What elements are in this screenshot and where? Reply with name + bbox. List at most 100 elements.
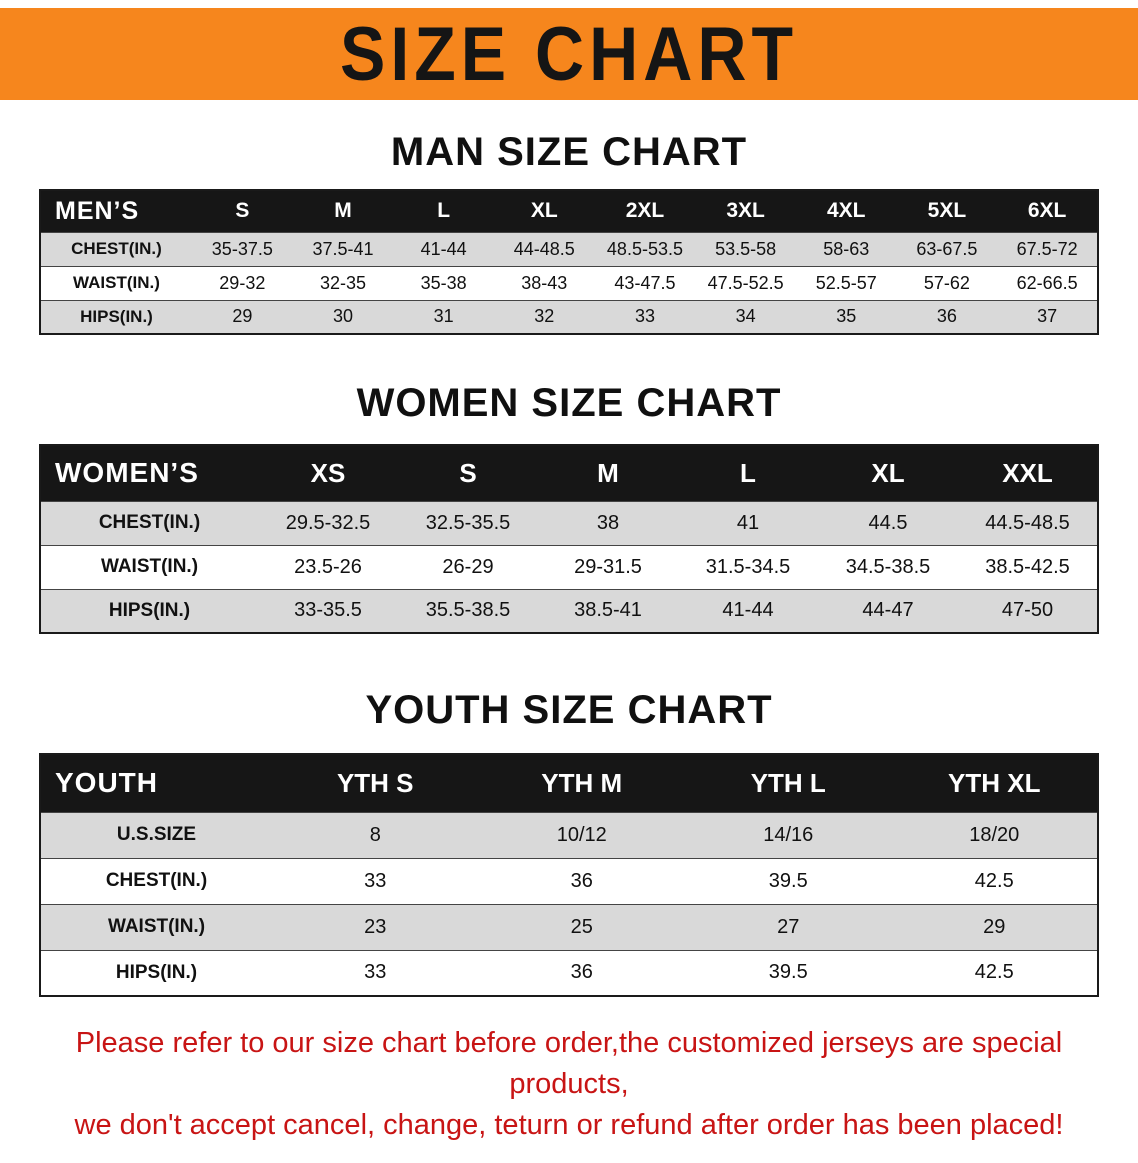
size-value-cell: 29-31.5 bbox=[574, 555, 642, 578]
column-header: M bbox=[334, 199, 352, 223]
size-value-cell: 67.5-72 bbox=[1016, 238, 1078, 259]
banner: SIZE CHART bbox=[0, 8, 1138, 100]
size-value-cell: 39.5 bbox=[768, 961, 808, 984]
row-label: HIPS(IN.) bbox=[115, 961, 198, 983]
size-value-cell: 23.5-26 bbox=[294, 555, 362, 578]
column-header: YTH M bbox=[541, 767, 623, 798]
size-value-cell: 34 bbox=[735, 306, 756, 327]
size-value-cell: 29 bbox=[232, 306, 253, 327]
row-label: WAIST(IN.) bbox=[100, 556, 199, 577]
size-value-cell: 52.5-57 bbox=[815, 272, 877, 293]
size-value-cell: 62-66.5 bbox=[1016, 272, 1078, 293]
disclaimer-line1: Please refer to our size chart before or… bbox=[75, 1027, 1063, 1101]
women-size-table: WOMEN’S XS S M L XL XXL CHEST(IN.) 29.5-32.5 32.5… bbox=[0, 444, 1138, 634]
size-table-grid: WOMEN’S XS S M L XL XXL CHEST(IN.) 29.5-32.5 32.5… bbox=[39, 444, 1099, 634]
table-row: WAIST(IN.) 23 25 27 29 bbox=[40, 904, 1098, 950]
column-header: 2XL bbox=[625, 199, 665, 223]
size-value-cell: 18/20 bbox=[969, 823, 1020, 846]
column-header: XXL bbox=[1002, 457, 1053, 488]
column-header: XS bbox=[310, 457, 346, 488]
youth-section-heading: YOUTH SIZE CHART bbox=[365, 688, 773, 732]
size-value-cell: 35-38 bbox=[420, 272, 467, 293]
table-row: HIPS(IN.) 33 36 39.5 42.5 bbox=[40, 950, 1098, 996]
table-header-row: MEN’S S M L XL 2XL 3XL 4XL 5XL 6XL bbox=[40, 190, 1098, 232]
table-row: HIPS(IN.) 29 30 31 32 33 34 35 36 37 bbox=[40, 300, 1098, 334]
table-row: WAIST(IN.) 29-32 32-35 35-38 38-43 43-47.5 47.… bbox=[40, 266, 1098, 300]
size-value-cell: 35-37.5 bbox=[211, 238, 273, 259]
size-value-cell: 38.5-41 bbox=[574, 599, 642, 622]
size-value-cell: 58-63 bbox=[823, 238, 870, 259]
size-value-cell: 31 bbox=[433, 306, 454, 327]
column-header: XL bbox=[530, 199, 558, 223]
column-header: L bbox=[740, 457, 756, 488]
row-label: HIPS(IN.) bbox=[108, 599, 191, 621]
size-value-cell: 33 bbox=[634, 306, 655, 327]
size-value-cell: 48.5-53.5 bbox=[606, 238, 683, 259]
women-size-section: WOMEN SIZE CHART WOMEN’S XS S M L XL XXL CHEST(… bbox=[0, 381, 1138, 634]
column-header: XL bbox=[871, 457, 905, 488]
size-value-cell: 35.5-38.5 bbox=[425, 599, 511, 622]
column-header: 6XL bbox=[1027, 199, 1067, 223]
table-header-row: WOMEN’S XS S M L XL XXL bbox=[40, 445, 1098, 501]
row-label: CHEST(IN.) bbox=[98, 512, 201, 533]
size-value-cell: 33-35.5 bbox=[294, 599, 362, 622]
size-value-cell: 44.5 bbox=[868, 511, 908, 534]
size-value-cell: 26-29 bbox=[442, 555, 494, 578]
size-value-cell: 31.5-34.5 bbox=[705, 555, 791, 578]
table-corner-label: YOUTH bbox=[55, 767, 158, 799]
column-header: L bbox=[437, 199, 451, 223]
column-header: YTH S bbox=[336, 767, 414, 798]
disclaimer-line2: we don't accept cancel, change, teturn o… bbox=[74, 1109, 1064, 1142]
row-label: CHEST(IN.) bbox=[105, 870, 208, 891]
size-value-cell: 32-35 bbox=[319, 272, 366, 293]
size-value-cell: 57-62 bbox=[923, 272, 970, 293]
youth-size-table: YOUTH YTH S YTH M YTH L YTH XL U.S.SIZE 8 10/12… bbox=[0, 753, 1138, 997]
size-value-cell: 14/16 bbox=[763, 823, 814, 846]
size-value-cell: 10/12 bbox=[556, 823, 607, 846]
size-value-cell: 43-47.5 bbox=[614, 272, 676, 293]
size-value-cell: 37 bbox=[1037, 306, 1058, 327]
column-header: 3XL bbox=[726, 199, 765, 223]
row-label: HIPS(IN.) bbox=[80, 306, 153, 326]
column-header: M bbox=[597, 457, 619, 488]
table-row: U.S.SIZE 8 10/12 14/16 18/20 bbox=[40, 812, 1098, 858]
size-value-cell: 44.5-48.5 bbox=[985, 511, 1070, 534]
size-value-cell: 47-50 bbox=[1001, 599, 1054, 622]
column-header: S bbox=[459, 457, 477, 488]
row-label: CHEST(IN.) bbox=[71, 239, 162, 258]
column-header: S bbox=[235, 199, 250, 223]
size-value-cell: 27 bbox=[777, 915, 800, 938]
row-label: U.S.SIZE bbox=[116, 824, 197, 845]
table-corner-label: MEN’S bbox=[55, 196, 140, 225]
size-value-cell: 42.5 bbox=[974, 869, 1014, 892]
size-value-cell: 38 bbox=[596, 511, 620, 534]
table-row: CHEST(IN.) 35-37.5 37.5-41 41-44 44-48.5 48.5… bbox=[40, 232, 1098, 266]
size-value-cell: 23 bbox=[364, 915, 387, 938]
disclaimer: Please refer to our size chart before or… bbox=[0, 1023, 1138, 1163]
size-value-cell: 38.5-42.5 bbox=[985, 555, 1070, 578]
size-value-cell: 39.5 bbox=[768, 869, 808, 892]
men-section-heading: MAN SIZE CHART bbox=[390, 130, 748, 174]
size-value-cell: 30 bbox=[332, 306, 353, 327]
size-value-cell: 32.5-35.5 bbox=[425, 511, 511, 534]
size-value-cell: 25 bbox=[570, 915, 593, 938]
size-value-cell: 29.5-32.5 bbox=[285, 511, 371, 534]
page-title: SIZE CHART bbox=[340, 11, 798, 97]
size-value-cell: 36 bbox=[570, 961, 593, 984]
size-value-cell: 38-43 bbox=[521, 272, 568, 293]
table-row: CHEST(IN.) 29.5-32.5 32.5-35.5 38 41 44.5 44.5… bbox=[40, 501, 1098, 545]
men-size-section: MAN SIZE CHART MEN’S S M L XL 2XL 3XL 4XL 5XL 6XL… bbox=[0, 130, 1138, 335]
row-label: WAIST(IN.) bbox=[73, 273, 160, 292]
size-value-cell: 53.5-58 bbox=[715, 238, 777, 259]
column-header: YTH XL bbox=[948, 767, 1041, 798]
column-header: 5XL bbox=[927, 199, 967, 223]
table-row: WAIST(IN.) 23.5-26 26-29 29-31.5 31.5-34.5 34… bbox=[40, 545, 1098, 589]
men-size-table: MEN’S S M L XL 2XL 3XL 4XL 5XL 6XL CHEST(IN.) 35-37… bbox=[0, 189, 1138, 335]
size-value-cell: 37.5-41 bbox=[312, 238, 374, 259]
size-value-cell: 29 bbox=[983, 915, 1006, 938]
size-table-grid: MEN’S S M L XL 2XL 3XL 4XL 5XL 6XL CHEST(IN.) 35-37… bbox=[39, 189, 1099, 335]
table-corner-label: WOMEN’S bbox=[55, 457, 199, 489]
youth-size-section: YOUTH SIZE CHART YOUTH YTH S YTH M YTH L YTH… bbox=[0, 688, 1138, 997]
row-label: WAIST(IN.) bbox=[107, 916, 206, 937]
